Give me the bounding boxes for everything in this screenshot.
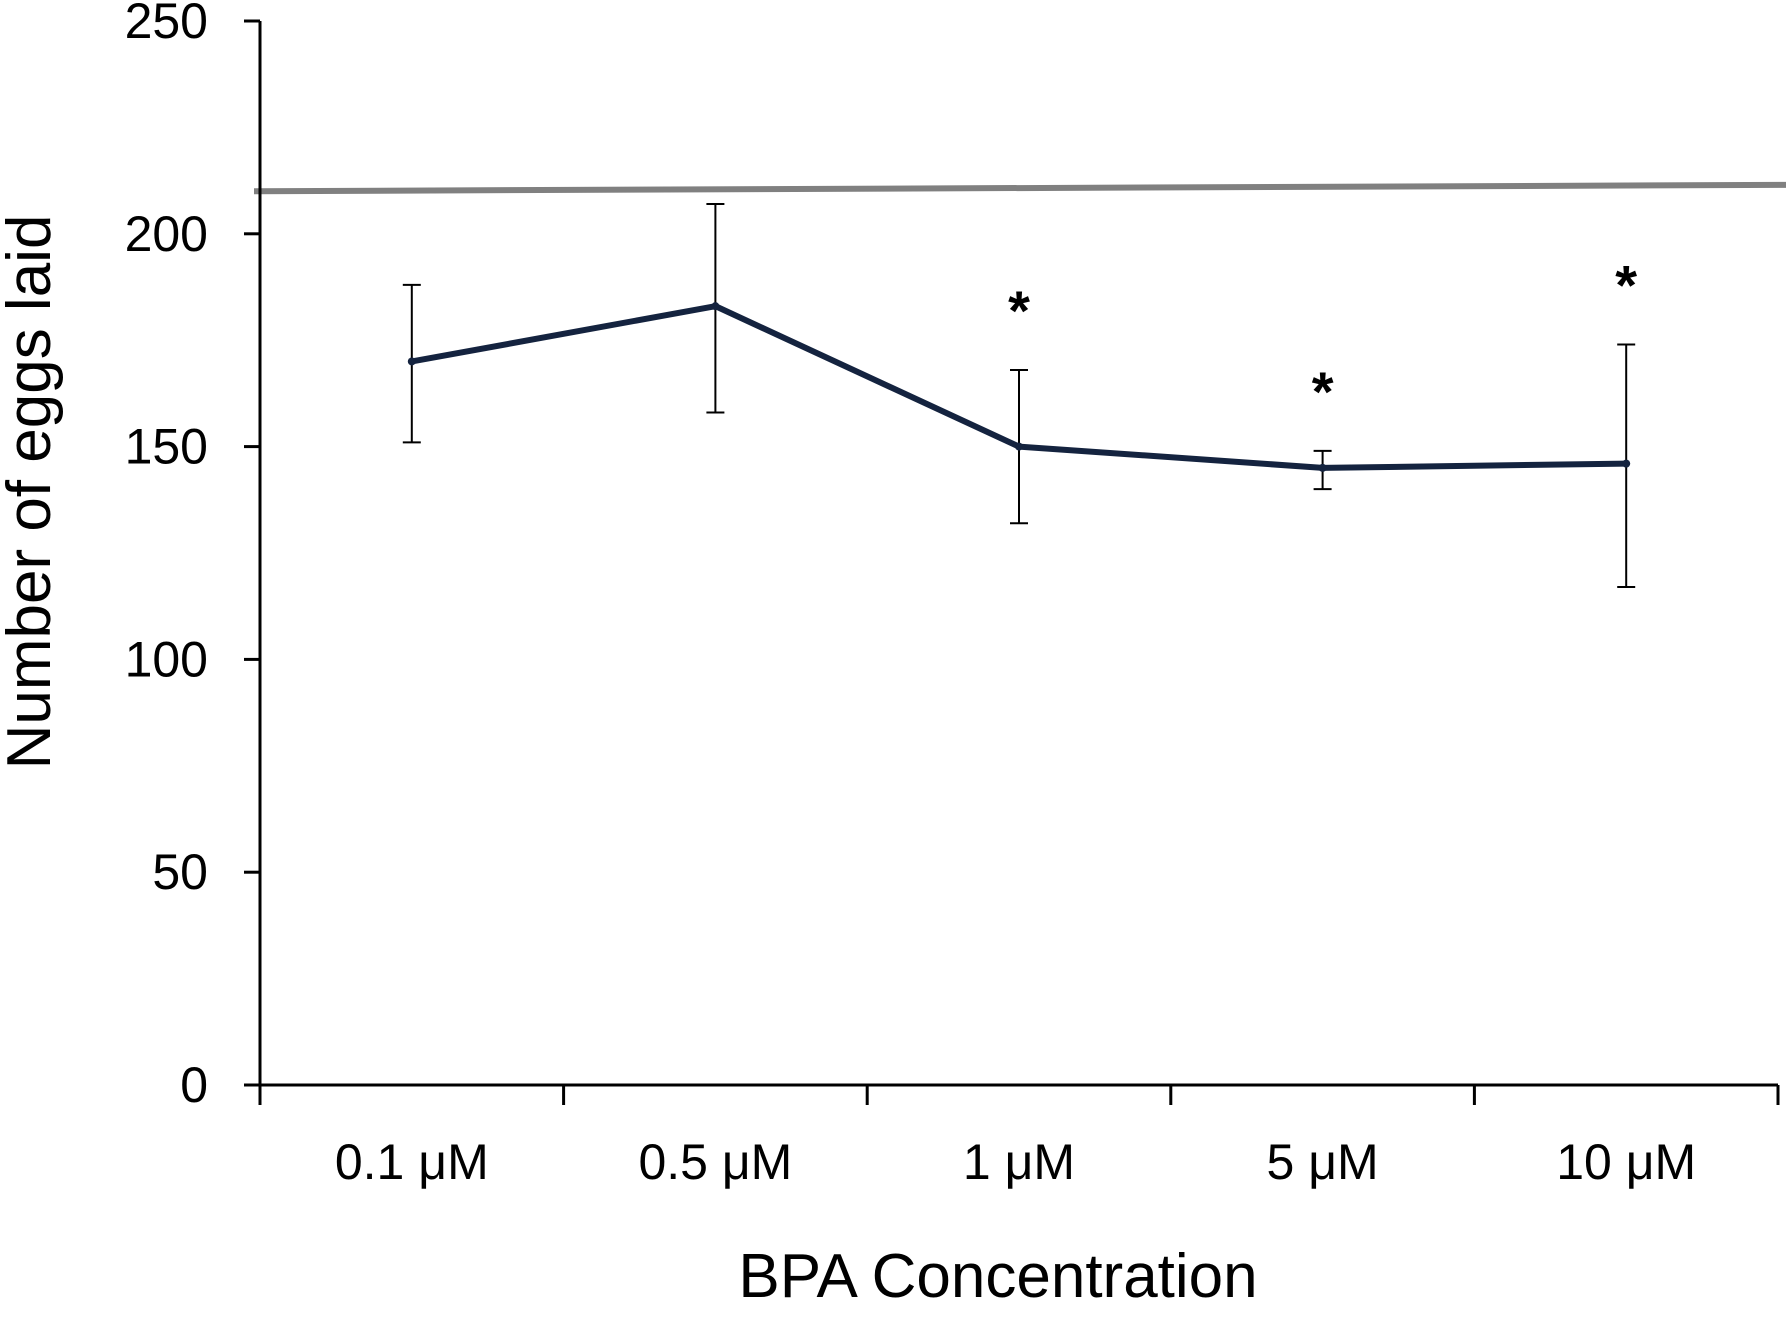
x-tick-label: 1 μM [963,1134,1075,1190]
y-tick-label: 0 [180,1057,208,1113]
y-tick-label: 150 [125,419,208,475]
y-tick-label: 250 [125,0,208,49]
y-axis-title: Number of eggs laid [0,215,64,770]
data-point [1622,460,1630,468]
y-tick-label: 50 [152,844,208,900]
x-tick-label: 10 μM [1556,1134,1696,1190]
x-tick-label: 0.1 μM [335,1134,489,1190]
error-bars [403,204,1635,587]
x-tick-label: 0.5 μM [638,1134,792,1190]
significance-marks: * * * [1008,253,1637,422]
chart: 0 50 100 150 200 250 0.1 μM 0.5 μM 1 μM 5 μM 10 μM… [0,0,1786,1320]
axes: 0 50 100 150 200 250 0.1 μM 0.5 μM 1 μM 5 μM 10 μM [125,0,1778,1190]
control-reference-line [254,185,1786,191]
line-chart: 0 50 100 150 200 250 0.1 μM 0.5 μM 1 μM 5 μM 10 μM… [0,0,1786,1320]
reference-layer [254,185,1786,191]
data-point [1015,443,1023,451]
x-tick-label: 5 μM [1267,1134,1379,1190]
y-tick-label: 100 [125,631,208,687]
significance-asterisk: * [1312,360,1334,423]
significance-asterisk: * [1615,253,1637,316]
data-point [1319,464,1327,472]
significance-asterisk: * [1008,279,1030,342]
y-tick-label: 200 [125,206,208,262]
data-point [711,302,719,310]
data-point [408,357,416,365]
x-axis-title: BPA Concentration [738,1242,1257,1311]
